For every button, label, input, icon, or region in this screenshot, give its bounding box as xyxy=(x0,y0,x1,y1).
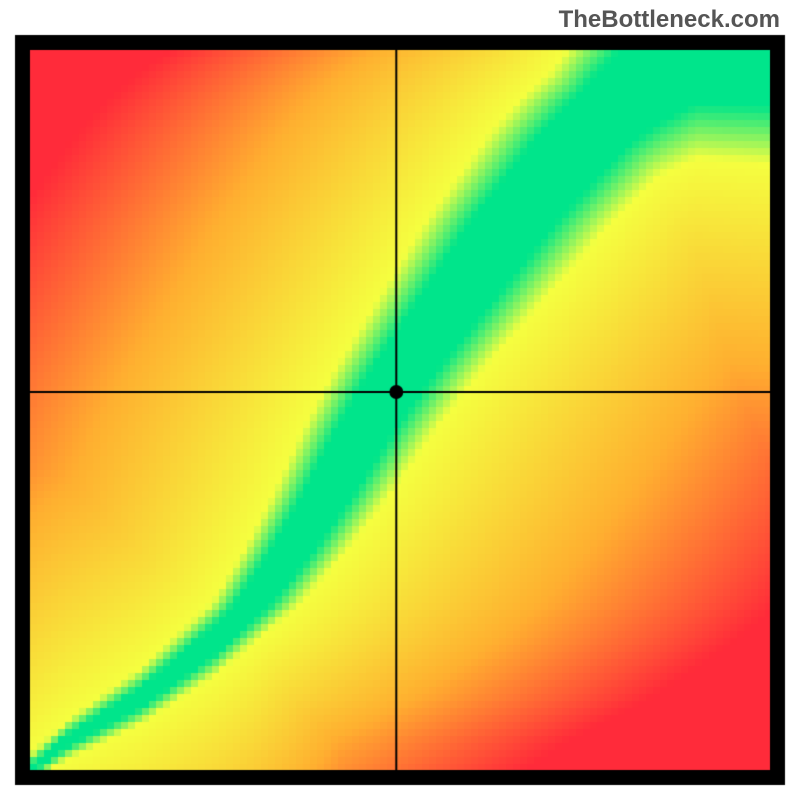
watermark-text: TheBottleneck.com xyxy=(559,6,780,34)
bottleneck-heatmap-canvas xyxy=(0,0,800,800)
chart-container: TheBottleneck.com xyxy=(0,0,800,800)
